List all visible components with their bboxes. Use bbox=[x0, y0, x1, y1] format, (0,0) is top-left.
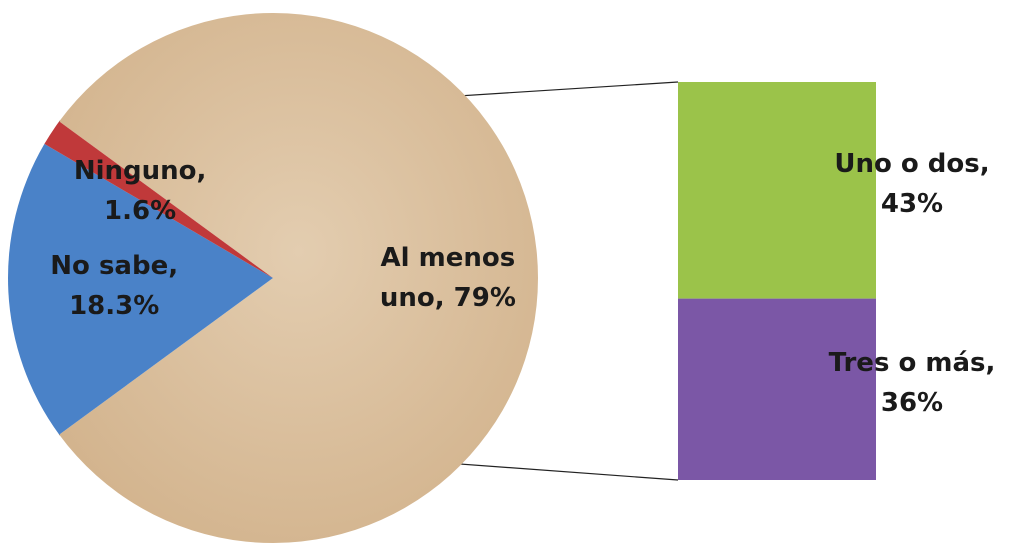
bar-segment bbox=[678, 82, 876, 299]
data-label: Tres o más, 36% bbox=[828, 348, 996, 419]
data-label: Uno o dos, 43% bbox=[834, 149, 990, 220]
pie-slice bbox=[59, 12, 539, 543]
data-label: No sabe, 18.3% bbox=[50, 251, 179, 322]
pie-slice bbox=[8, 143, 274, 435]
data-label: Ninguno, 1.6% bbox=[73, 155, 207, 226]
pie-slice bbox=[44, 121, 274, 278]
bar-segment bbox=[678, 298, 876, 480]
data-label: Al menos uno, 79% bbox=[379, 243, 516, 313]
